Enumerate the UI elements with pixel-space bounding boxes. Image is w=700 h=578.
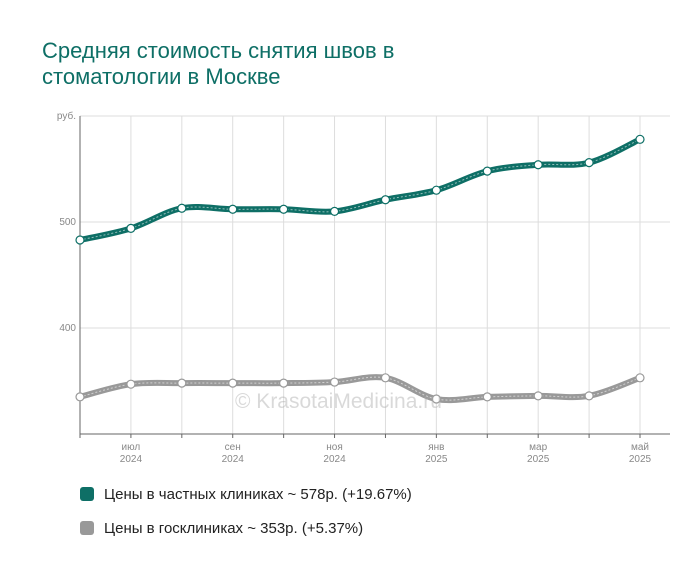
data-point bbox=[177, 378, 187, 388]
data-point bbox=[75, 392, 85, 402]
grid-lines bbox=[80, 115, 670, 434]
legend-item-private: Цены в частных клиниках ~ 578р. (+19.67%… bbox=[80, 484, 412, 504]
data-point bbox=[431, 394, 441, 404]
data-point bbox=[126, 379, 136, 389]
data-point bbox=[431, 185, 441, 195]
x-tick-label-year: 2025 bbox=[527, 454, 550, 465]
data-point bbox=[635, 373, 645, 383]
data-point bbox=[228, 378, 238, 388]
data-point bbox=[329, 377, 340, 387]
x-tick-label-month: янв bbox=[428, 442, 444, 453]
series-lines bbox=[75, 134, 645, 404]
x-tick-label-month: мар bbox=[529, 442, 547, 453]
data-point bbox=[279, 378, 289, 388]
data-point bbox=[533, 391, 543, 401]
data-point bbox=[533, 160, 543, 170]
x-tick-label-year: 2024 bbox=[222, 454, 245, 465]
data-point bbox=[482, 392, 492, 402]
legend-swatch-public bbox=[80, 521, 94, 535]
chart-legend: Цены в частных клиниках ~ 578р. (+19.67%… bbox=[80, 484, 412, 552]
data-point bbox=[329, 206, 340, 216]
data-point bbox=[584, 158, 594, 168]
legend-swatch-private bbox=[80, 487, 94, 501]
x-tick-label-month: ноя bbox=[326, 442, 343, 453]
chart-title-line-2: стоматологии в Москве bbox=[42, 64, 281, 89]
data-point bbox=[635, 134, 645, 144]
data-point bbox=[75, 235, 85, 245]
data-point bbox=[228, 204, 238, 214]
series-line-highlight bbox=[79, 138, 641, 241]
watermark: © KrasotaiMedicina.ru bbox=[235, 390, 442, 413]
y-tick-label: 500 bbox=[59, 217, 76, 228]
data-point bbox=[279, 204, 289, 214]
y-tick-label: 400 bbox=[59, 323, 76, 334]
chart-title: Средняя стоимость снятия швов в стоматол… bbox=[42, 38, 642, 90]
y-tick-label: руб. bbox=[57, 110, 76, 122]
chart-title-line-1: Средняя стоимость снятия швов в bbox=[42, 38, 395, 63]
x-tick-label-month: сен bbox=[225, 442, 241, 453]
data-point bbox=[380, 195, 391, 205]
series-private bbox=[75, 134, 645, 245]
x-tick-label-year: 2024 bbox=[323, 454, 346, 465]
data-point bbox=[584, 391, 594, 401]
axes: руб.500400июл2024сен2024ноя2024янв2025ма… bbox=[57, 110, 670, 465]
legend-label-private: Цены в частных клиниках ~ 578р. (+19.67%… bbox=[104, 485, 412, 503]
legend-label-public: Цены в госклиниках ~ 353р. (+5.37%) bbox=[104, 519, 364, 537]
series-line bbox=[77, 136, 643, 244]
x-tick-label-year: 2024 bbox=[120, 454, 143, 465]
series-public bbox=[75, 373, 645, 404]
x-tick-label-month: май bbox=[631, 442, 649, 453]
data-point bbox=[482, 166, 492, 176]
x-tick-label-year: 2025 bbox=[425, 454, 448, 465]
legend-item-public: Цены в госклиниках ~ 353р. (+5.37%) bbox=[80, 518, 412, 538]
x-tick-label-year: 2025 bbox=[629, 454, 652, 465]
x-tick-label-month: июл bbox=[122, 442, 141, 453]
data-point bbox=[126, 223, 136, 233]
data-point bbox=[380, 373, 391, 383]
data-point bbox=[177, 203, 187, 213]
